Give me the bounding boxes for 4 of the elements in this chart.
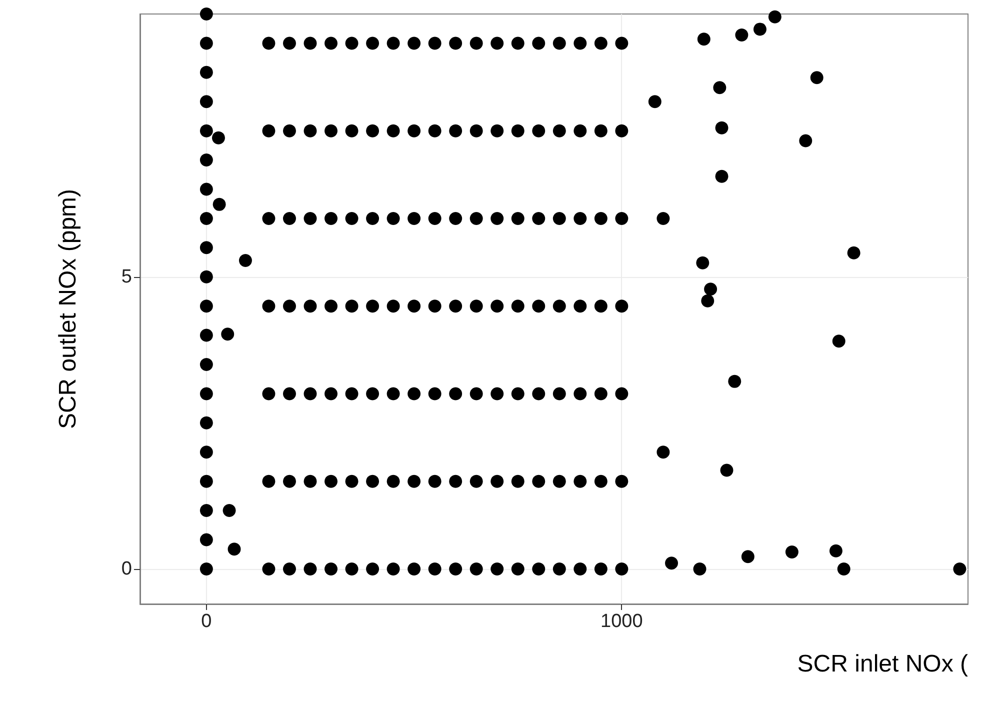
x-axis-title: SCR inlet NOx ( [797, 650, 968, 678]
y-axis-title: SCR outlet NOx (ppm) [54, 188, 82, 430]
y-tick-label: 5 [121, 266, 132, 288]
x-tick-label: 1000 [600, 611, 643, 632]
